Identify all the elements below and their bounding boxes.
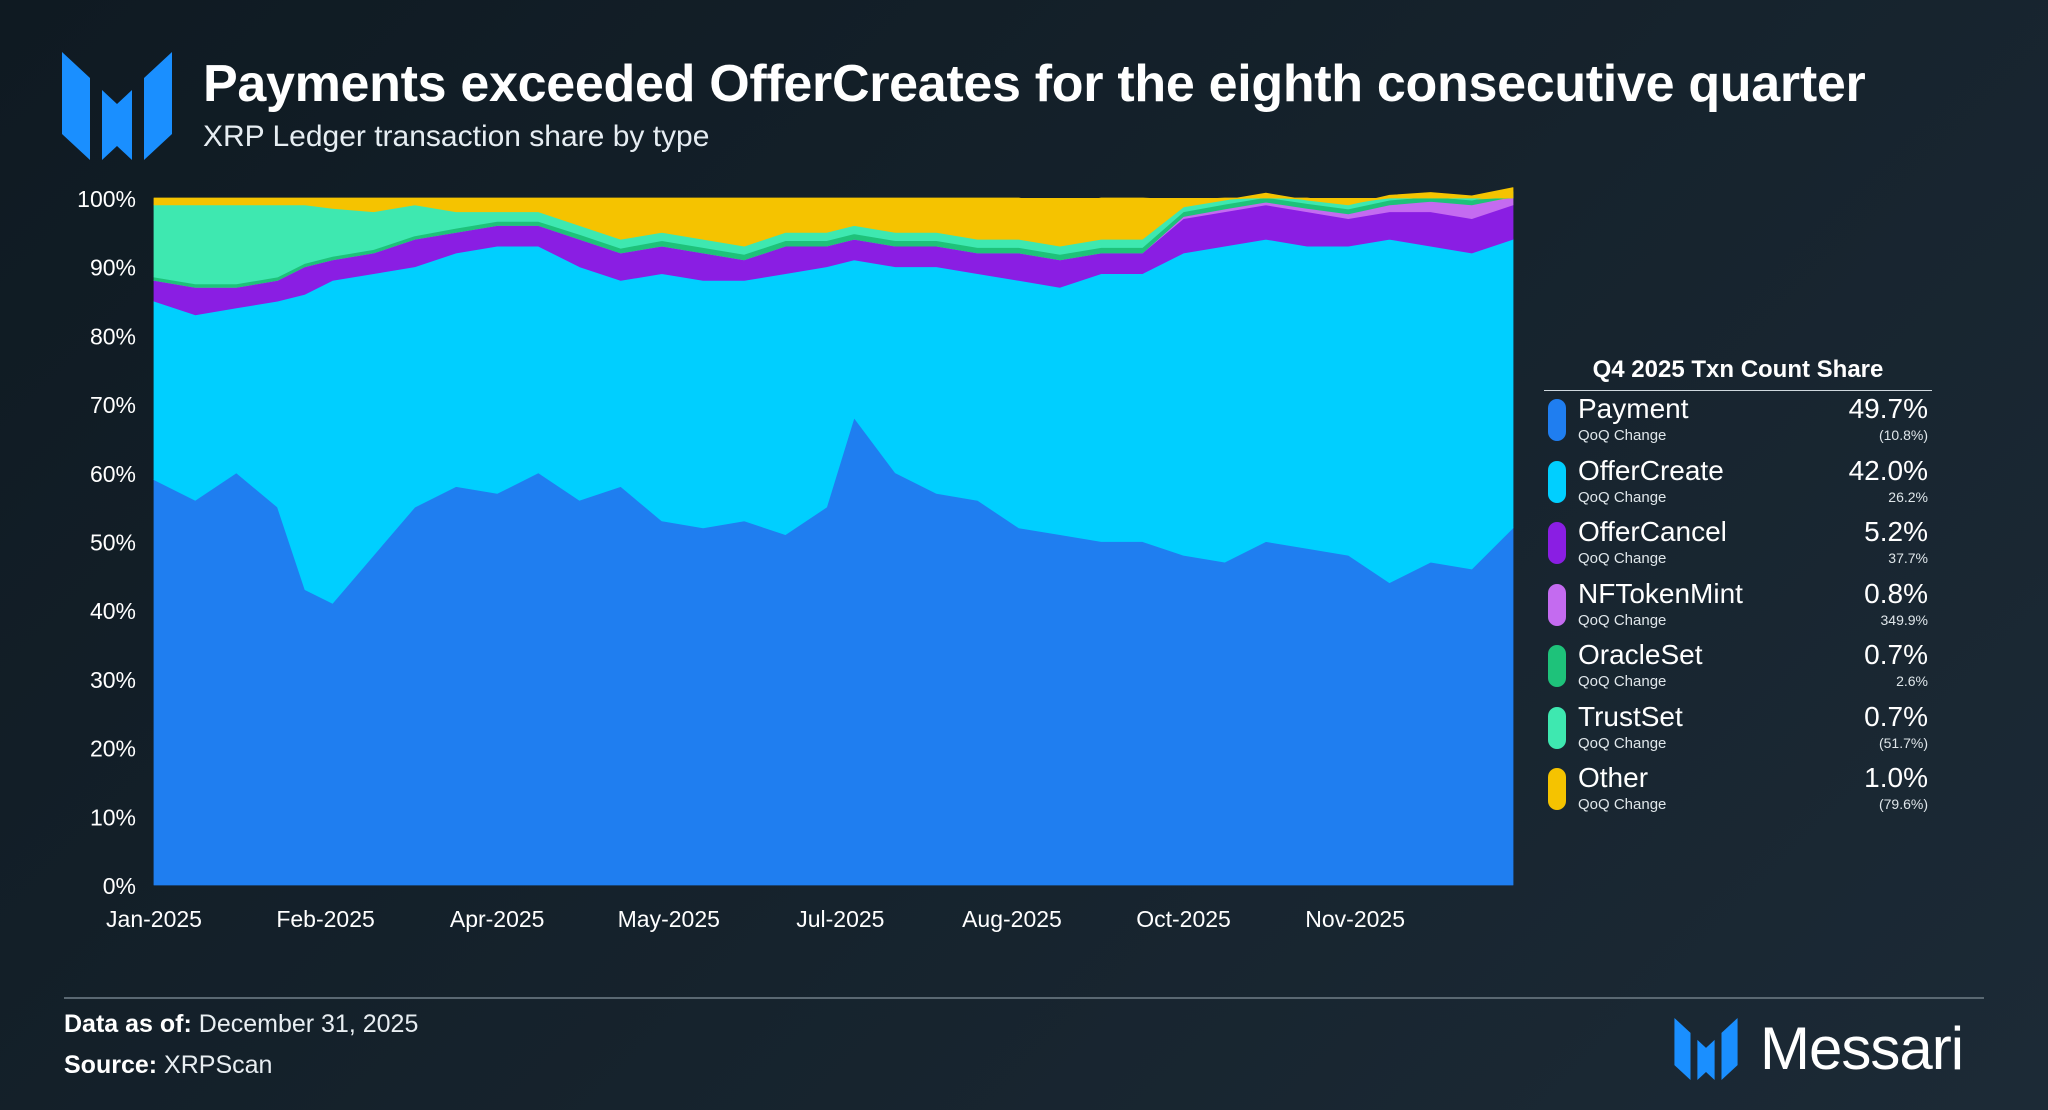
legend-change: 349.9% xyxy=(1880,611,1928,628)
legend-swatch xyxy=(1548,583,1566,626)
x-tick-label: Apr-2025 xyxy=(450,906,545,932)
y-tick-label: 60% xyxy=(90,461,136,487)
legend-sub-label: QoQ Change xyxy=(1578,673,1667,690)
legend-label: OfferCancel xyxy=(1578,516,1727,547)
brand-name: Messari xyxy=(1760,1015,1964,1082)
legend-share: 49.7% xyxy=(1848,393,1928,424)
legend-item-trustset: TrustSet QoQ Change 0.7% (51.7%) xyxy=(1544,699,1932,761)
x-tick-label: Oct-2025 xyxy=(1136,906,1231,932)
x-tick-label: Jan-2025 xyxy=(106,906,202,932)
legend-item-payment: Payment QoQ Change 49.7% (10.8%) xyxy=(1544,391,1932,453)
legend-change: 2.6% xyxy=(1896,673,1928,689)
y-tick-label: 20% xyxy=(90,736,136,762)
messari-brand-icon xyxy=(1674,1018,1738,1080)
legend-share: 5.2% xyxy=(1864,516,1928,547)
legend-share: 1.0% xyxy=(1864,762,1928,793)
x-tick-label: Jul-2025 xyxy=(796,906,884,932)
legend-sub-label: QoQ Change xyxy=(1578,796,1667,813)
x-tick-label: Aug-2025 xyxy=(962,906,1062,932)
y-tick-label: 0% xyxy=(103,873,136,899)
legend-share: 42.0% xyxy=(1848,454,1928,486)
data-as-of-label: Data as of: xyxy=(64,1010,192,1038)
legend-swatch xyxy=(1548,460,1566,503)
legend-item-nftokenmint: NFTokenMint QoQ Change 0.8% 349.9% xyxy=(1544,576,1932,638)
legend-change: 26.2% xyxy=(1888,488,1928,505)
legend-swatch xyxy=(1548,645,1566,687)
page-title: Payments exceeded OfferCreates for the e… xyxy=(203,55,1866,113)
source-label: Source: xyxy=(64,1051,158,1079)
y-tick-label: 80% xyxy=(90,323,136,349)
legend: Q4 2025 Txn Count Share Payment QoQ Chan… xyxy=(1544,356,1932,822)
legend-label: OracleSet xyxy=(1578,639,1703,670)
footer-divider xyxy=(64,997,1984,999)
y-tick-label: 40% xyxy=(90,598,136,624)
y-tick-label: 70% xyxy=(90,392,136,418)
legend-share: 0.7% xyxy=(1864,639,1928,670)
page-subtitle: XRP Ledger transaction share by type xyxy=(203,120,710,153)
legend-change: (10.8%) xyxy=(1878,427,1928,443)
legend-change: (79.6%) xyxy=(1878,796,1928,812)
legend-item-other: Other QoQ Change 1.0% (79.6%) xyxy=(1544,760,1932,822)
data-as-of-value: December 31, 2025 xyxy=(198,1010,419,1038)
legend-item-offercancel: OfferCancel QoQ Change 5.2% 37.7% xyxy=(1544,514,1932,576)
legend-label: OfferCreate xyxy=(1578,454,1724,486)
y-tick-label: 30% xyxy=(90,667,136,693)
legend-change: (51.7%) xyxy=(1878,734,1928,751)
legend-item-offercreate: OfferCreate QoQ Change 42.0% 26.2% xyxy=(1544,453,1932,515)
legend-label: TrustSet xyxy=(1578,700,1683,732)
x-tick-label: Feb-2025 xyxy=(276,906,374,932)
brand-logo: Messari xyxy=(1674,1014,1994,1086)
y-tick-label: 90% xyxy=(90,255,136,281)
legend-item-oracleset: OracleSet QoQ Change 0.7% 2.6% xyxy=(1544,637,1932,699)
y-tick-label: 50% xyxy=(90,530,136,556)
legend-change: 37.7% xyxy=(1888,550,1928,566)
legend-share: 0.7% xyxy=(1864,700,1928,732)
data-as-of: Data as of: December 31, 2025 xyxy=(64,1010,418,1039)
x-tick-label: May-2025 xyxy=(618,906,720,932)
legend-swatch xyxy=(1548,522,1566,564)
area-series-other xyxy=(153,187,1514,247)
x-tick-label: Nov-2025 xyxy=(1305,906,1405,932)
source-value: XRPScan xyxy=(164,1051,273,1079)
legend-swatch xyxy=(1548,399,1566,441)
y-tick-label: 100% xyxy=(77,186,136,212)
legend-title: Q4 2025 Txn Count Share xyxy=(1544,356,1932,391)
legend-swatch xyxy=(1548,706,1566,749)
source-line: Source: XRPScan xyxy=(64,1051,272,1080)
legend-label: NFTokenMint xyxy=(1578,577,1743,609)
legend-sub-label: QoQ Change xyxy=(1578,488,1667,506)
messari-logo-icon xyxy=(62,52,172,160)
legend-label: Other xyxy=(1578,762,1649,793)
legend-share: 0.8% xyxy=(1864,577,1928,609)
legend-sub-label: QoQ Change xyxy=(1578,550,1667,567)
legend-swatch xyxy=(1548,768,1566,810)
legend-sub-label: QoQ Change xyxy=(1578,427,1667,444)
y-tick-label: 10% xyxy=(90,804,136,830)
legend-sub-label: QoQ Change xyxy=(1578,734,1667,752)
legend-sub-label: QoQ Change xyxy=(1578,611,1667,629)
legend-label: Payment xyxy=(1578,393,1689,424)
